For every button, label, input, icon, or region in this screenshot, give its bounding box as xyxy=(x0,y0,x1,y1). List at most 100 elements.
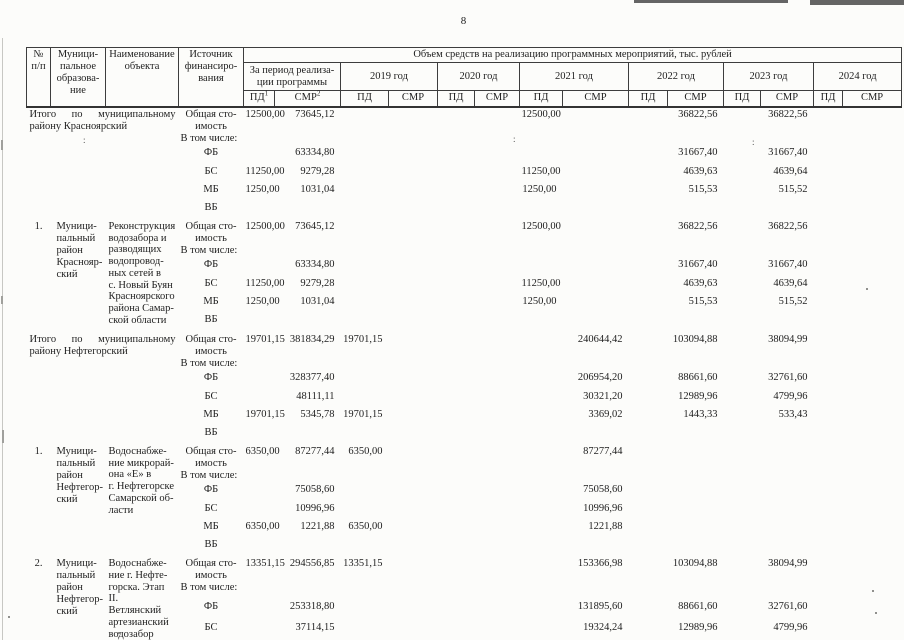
finance-source-cell: Общая сто- имость В том числе: xyxy=(179,557,244,600)
value-cell xyxy=(724,426,761,440)
value-cell: 87277,44 xyxy=(295,445,335,457)
value-cell xyxy=(475,426,520,440)
value-cell xyxy=(438,165,475,183)
value-cell xyxy=(244,371,275,390)
value-cell xyxy=(724,183,761,201)
value-cell xyxy=(244,201,275,215)
value-cell xyxy=(563,277,629,295)
table-row: ФБ 328377,40 206954,20 88661,60 32761,60 xyxy=(27,371,902,390)
value-cell xyxy=(520,520,563,538)
value-cell: 31667,40 xyxy=(768,259,808,271)
value-cell xyxy=(563,538,629,552)
header-smr: СМР xyxy=(760,90,814,108)
total-cost-label: Общая сто- имость xyxy=(185,220,237,244)
finance-source-cell: Общая сто- имость В том числе: xyxy=(179,220,244,258)
finance-source-cell: БС xyxy=(204,503,218,514)
value-cell xyxy=(814,445,843,483)
value-cell xyxy=(814,146,843,165)
value-cell xyxy=(724,390,761,408)
scan-artifact xyxy=(8,616,10,618)
value-cell: 63334,80 xyxy=(295,146,335,158)
value-cell xyxy=(389,520,438,538)
value-cell xyxy=(475,165,520,183)
total-cost-label: Общая сто- имость xyxy=(185,108,237,132)
value-cell: 4639,64 xyxy=(773,165,808,177)
value-cell xyxy=(244,502,275,520)
value-cell xyxy=(724,165,761,183)
value-cell xyxy=(724,313,761,327)
value-cell: 1250,00 xyxy=(522,296,557,308)
table-row: БС 11250,00 9279,28 11250,00 4639,63 4639,64 xyxy=(27,277,902,295)
value-cell xyxy=(629,183,668,201)
value-cell xyxy=(475,313,520,327)
value-cell xyxy=(629,557,668,600)
header-smr: СМР xyxy=(388,90,438,108)
value-cell xyxy=(389,538,438,552)
value-cell xyxy=(475,483,520,502)
value-cell xyxy=(843,483,902,502)
value-cell: 31667,40 xyxy=(678,146,718,158)
value-cell xyxy=(814,201,843,215)
value-cell xyxy=(761,445,814,483)
value-cell xyxy=(814,165,843,183)
scan-artifact: : xyxy=(83,135,86,145)
header-pd-period: ПД1 xyxy=(243,90,275,108)
value-cell xyxy=(724,621,761,640)
value-cell xyxy=(843,426,902,440)
scan-artifact xyxy=(634,0,788,3)
value-cell xyxy=(724,146,761,165)
value-cell xyxy=(814,600,843,621)
value-cell xyxy=(475,201,520,215)
value-cell: 515,52 xyxy=(778,296,808,308)
finance-source-cell: БС xyxy=(204,622,218,634)
value-cell xyxy=(843,557,902,600)
finance-source-cell: Общая сто- имость В том числе: xyxy=(179,107,244,146)
value-cell xyxy=(389,502,438,520)
table-row: МБ 6350,00 1221,88 6350,00 1221,88 xyxy=(27,520,902,538)
table-body: Итого по муниципальному району Красноярск… xyxy=(27,107,902,640)
value-cell xyxy=(843,621,902,640)
including-label: В том числе: xyxy=(180,244,238,256)
value-cell xyxy=(389,557,438,600)
table-row: БС 11250,00 9279,28 11250,00 4639,63 4639,64 xyxy=(27,165,902,183)
table-row: ВБ xyxy=(27,538,902,552)
value-cell: 103094,88 xyxy=(672,333,718,345)
value-cell xyxy=(668,483,724,502)
value-cell xyxy=(389,483,438,502)
header-year-2019: 2019 год xyxy=(340,62,438,92)
value-cell xyxy=(629,600,668,621)
value-cell xyxy=(843,538,902,552)
value-cell xyxy=(563,313,629,327)
value-cell xyxy=(843,201,902,215)
value-cell: 36822,56 xyxy=(768,220,808,232)
value-cell xyxy=(341,107,389,146)
value-cell: 19701,15 xyxy=(343,333,383,345)
value-cell: 1250,00 xyxy=(245,296,280,308)
table-row: ВБ xyxy=(27,313,902,327)
including-label: В том числе: xyxy=(180,469,238,481)
value-cell xyxy=(475,520,520,538)
value-cell xyxy=(629,201,668,215)
value-cell: 381834,29 xyxy=(289,333,335,345)
value-cell: 31667,40 xyxy=(768,146,808,158)
value-cell xyxy=(438,277,475,295)
value-cell xyxy=(389,146,438,165)
value-cell xyxy=(389,183,438,201)
header-pd: ПД xyxy=(340,90,389,108)
value-cell xyxy=(275,538,341,552)
table-row: Итого по муниципальному району Нефтегорск… xyxy=(27,333,902,371)
value-cell xyxy=(341,621,389,640)
value-cell xyxy=(438,621,475,640)
finance-source-cell: ВБ xyxy=(204,539,218,550)
value-cell xyxy=(520,483,563,502)
row-number: 1. xyxy=(34,445,43,457)
value-cell: 88661,60 xyxy=(678,371,718,383)
value-cell: 11250,00 xyxy=(245,165,285,177)
value-cell xyxy=(724,258,761,277)
value-cell: 13351,15 xyxy=(343,558,383,570)
finance-source-cell: МБ xyxy=(203,521,219,532)
value-cell: 4639,64 xyxy=(773,278,808,290)
table-row: ФБ 63334,80 31667,40 31667,40 xyxy=(27,146,902,165)
value-cell xyxy=(724,295,761,313)
value-cell: 131895,60 xyxy=(577,600,623,612)
